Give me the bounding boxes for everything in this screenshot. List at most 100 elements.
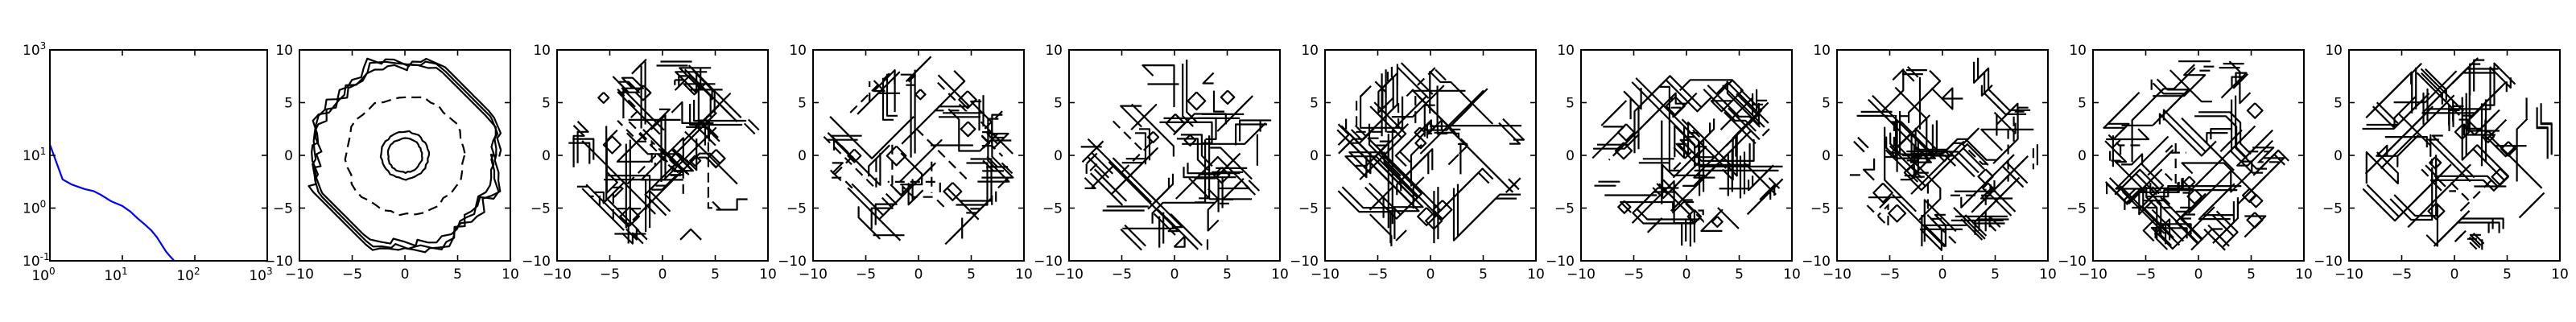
y-tick-label: −5	[1810, 201, 1831, 217]
contour-line	[661, 149, 695, 172]
contour-line	[1406, 64, 1439, 97]
contour-line	[1674, 125, 1717, 159]
y-tick-label: 0	[2334, 148, 2343, 164]
contour-line	[1391, 85, 1445, 118]
contour-line	[1150, 195, 1183, 229]
x-tick-label: 0	[2450, 266, 2459, 283]
contour-line	[1134, 104, 1158, 126]
contour-diamond	[1146, 130, 1160, 144]
contour-line	[1658, 85, 1680, 171]
contour-diamond	[1888, 204, 1907, 223]
contour-line	[2454, 229, 2467, 242]
contour-line	[608, 175, 651, 229]
contour-line	[1248, 180, 1261, 192]
contour-diamond	[1423, 122, 1435, 134]
contour-panel-1: −10−10 −5 −5 0 0 5 5 10 10	[264, 43, 519, 283]
contour-line	[2188, 160, 2253, 214]
contour-line	[857, 206, 881, 240]
contour-diamond	[597, 92, 610, 105]
contour-diamond	[1187, 91, 1207, 111]
x-tick-label: 5	[1735, 266, 1744, 283]
contour-line	[1960, 218, 1984, 241]
contour-line	[981, 114, 1014, 179]
contour-line	[1359, 85, 1404, 129]
x-tick-label: −5	[1880, 266, 1900, 283]
contour-line	[2393, 70, 2458, 104]
contour-diamond	[2429, 156, 2442, 170]
contour-line	[2151, 149, 2174, 172]
contour-line	[1001, 162, 1013, 175]
contour-line	[2540, 122, 2553, 155]
contour-line	[2488, 135, 2543, 189]
contour-line	[1752, 164, 1774, 188]
contour-line	[2236, 73, 2249, 85]
contour-diamond	[2454, 124, 2471, 140]
contour-line	[909, 56, 932, 79]
contour-diamond	[1977, 168, 1994, 185]
y-tick-label: −5	[1042, 201, 1063, 217]
contour-panel-9: −10−10 −5 −5 0 0 5 5 10 10	[2314, 43, 2569, 283]
contour-line	[585, 184, 629, 227]
contour-line	[1728, 107, 1761, 141]
x-tick-label: −10	[2079, 266, 2107, 283]
contour-line	[1717, 207, 1740, 229]
contour-line	[679, 228, 702, 241]
contour-line	[829, 116, 914, 159]
contour-line	[1707, 85, 1761, 128]
contour-line	[1756, 89, 1768, 111]
contour-line	[857, 71, 901, 115]
contour-line	[2469, 233, 2482, 246]
contour-line	[873, 68, 896, 113]
contour-line	[1633, 79, 1709, 154]
contour-line	[2460, 217, 2504, 229]
y-tick-label: −5	[1554, 201, 1575, 217]
contour-line	[2107, 92, 2140, 135]
contour-line	[2434, 144, 2509, 188]
y-tick-label: 0	[798, 148, 807, 164]
contour-line	[1744, 163, 1777, 196]
contour-line	[947, 108, 1012, 152]
contour-line	[1429, 70, 1494, 125]
contour-diamond	[2186, 188, 2203, 205]
x-tick-label: 100	[31, 266, 55, 284]
y-tick-label: −10	[1802, 254, 1831, 270]
contour-line	[1419, 89, 1484, 155]
y-tick-label: −10	[522, 254, 551, 270]
contour-line	[1693, 134, 1737, 179]
contour-line	[2156, 200, 2200, 245]
contour-diamond	[1212, 167, 1231, 184]
contour-diamond	[1165, 114, 1186, 134]
contour-line	[2106, 128, 2150, 141]
contour-line	[2216, 197, 2239, 240]
contour-line	[1700, 208, 1724, 232]
contour-line	[1768, 177, 1781, 189]
contour-line	[1980, 128, 2034, 151]
contour-diamond	[1938, 150, 1951, 163]
contour-line	[1400, 62, 1434, 95]
contour-line	[1183, 167, 1236, 179]
contour-line	[2131, 67, 2196, 163]
contour-line	[1724, 111, 1757, 145]
contour-line	[2376, 134, 2420, 167]
contour-line	[1198, 152, 1241, 175]
contour-line	[1188, 177, 1253, 200]
contour-line	[2448, 109, 2460, 131]
contour-line	[1903, 70, 1915, 82]
contour-line	[1679, 138, 1755, 162]
y-tick-label: −10	[778, 254, 807, 270]
plot-frame	[49, 49, 268, 262]
contour-line	[1885, 115, 1897, 159]
contour-line	[2142, 219, 2155, 242]
contour-line	[2437, 210, 2471, 243]
contour-line	[1212, 90, 1224, 113]
contour-diamond	[1616, 123, 1636, 142]
contour-line	[887, 180, 941, 192]
contour-line	[2462, 62, 2516, 117]
contour-line	[697, 83, 732, 126]
contour-line	[2425, 204, 2438, 247]
contour-line	[1868, 98, 1932, 163]
contour-line	[625, 228, 648, 241]
y-tick-label: 5	[2078, 96, 2087, 112]
contour-line	[1976, 176, 2021, 221]
y-tick-label: 5	[284, 96, 293, 112]
